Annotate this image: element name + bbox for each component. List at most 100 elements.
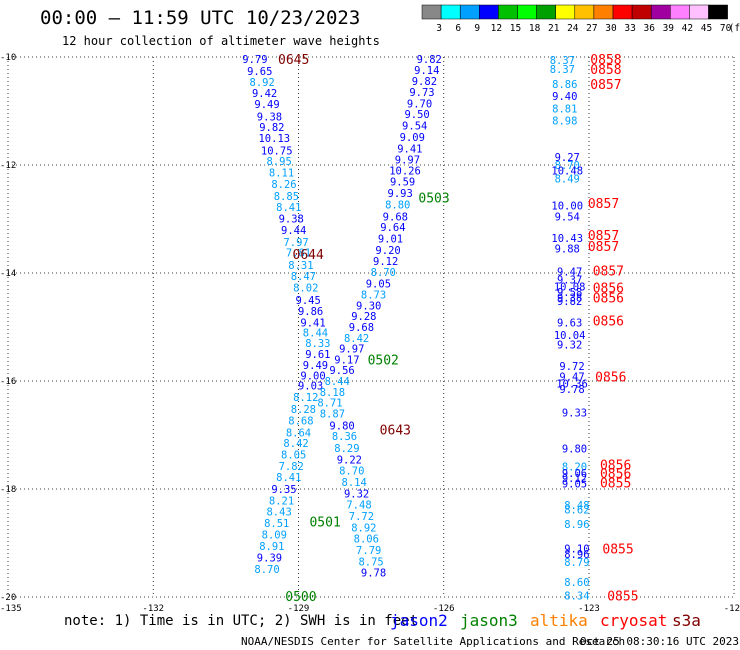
wave-height-value: 9.38 bbox=[257, 111, 282, 123]
wave-height-value: 8.96 bbox=[564, 519, 589, 531]
pass-time-label: 0856 bbox=[600, 467, 631, 482]
wave-height-value: 10.26 bbox=[389, 165, 421, 177]
pass-time-label: 0502 bbox=[368, 353, 399, 368]
wave-height-value: 9.12 bbox=[373, 256, 398, 268]
x-tick-label: -135 bbox=[0, 604, 22, 614]
wave-height-value: 8.73 bbox=[361, 290, 386, 302]
wave-height-value: 8.70 bbox=[371, 267, 396, 279]
satellite-jason2: jason2 bbox=[390, 611, 448, 630]
wave-height-value: 8.47 bbox=[291, 271, 316, 283]
wave-height-value: 9.82 bbox=[412, 76, 437, 88]
y-tick-label: -16 bbox=[0, 377, 16, 387]
pass-time-label: 0858 bbox=[590, 53, 621, 68]
satellite-altika: altika bbox=[530, 611, 588, 630]
wave-height-value: 9.59 bbox=[390, 177, 415, 189]
footer-credit: NOAA/NESDIS Center for Satellite Applica… bbox=[241, 635, 625, 648]
wave-height-value: 8.02 bbox=[293, 283, 318, 295]
wave-height-value: 9.03 bbox=[298, 380, 323, 392]
wave-height-value: 9.32 bbox=[557, 339, 582, 351]
wave-height-value: 7.79 bbox=[356, 545, 381, 557]
legend-swatch bbox=[498, 4, 518, 20]
wave-height-value: 8.91 bbox=[259, 541, 284, 553]
satellite-s3a: s3a bbox=[672, 611, 701, 630]
wave-height-value: 10.08 bbox=[554, 282, 586, 294]
y-tick-label: -12 bbox=[0, 161, 16, 171]
wave-height-value: 9.86 bbox=[298, 306, 323, 318]
legend-swatch bbox=[479, 4, 499, 20]
legend-tick-label: 3 bbox=[436, 23, 442, 34]
wave-height-value: 8.42 bbox=[283, 438, 308, 450]
legend-swatch bbox=[689, 4, 709, 20]
wave-height-value: 8.64 bbox=[286, 427, 311, 439]
grid-lines bbox=[7, 56, 735, 598]
wave-height-value: 8.36 bbox=[332, 431, 357, 443]
wave-height-value: 9.68 bbox=[383, 211, 408, 223]
wave-height-value: 8.05 bbox=[281, 449, 306, 461]
pass-time-label: 0856 bbox=[593, 315, 624, 330]
legend-swatch bbox=[421, 4, 442, 20]
wave-height-value: 9.65 bbox=[247, 66, 272, 78]
wave-height-value: 9.78 bbox=[361, 568, 386, 580]
wave-height-value: 9.41 bbox=[397, 143, 422, 155]
pass-time-label: 0856 bbox=[593, 291, 624, 306]
wave-height-value: 8.11 bbox=[269, 168, 294, 180]
wave-height-value: 8.70 bbox=[254, 564, 279, 576]
satellite-jason3: jason3 bbox=[460, 611, 518, 630]
wave-height-value: 8.92 bbox=[250, 77, 275, 89]
wave-height-value: 10.48 bbox=[551, 165, 583, 177]
wave-height-value: 9.41 bbox=[300, 318, 325, 330]
footer-timestamp: Oct 25 08:30:16 UTC 2023 bbox=[580, 635, 739, 648]
wave-height-value: 9.05 bbox=[562, 479, 587, 491]
wave-height-value: 8.87 bbox=[320, 408, 345, 420]
legend-swatch bbox=[593, 4, 614, 20]
legend-tick-label: 12 bbox=[491, 23, 502, 34]
wave-height-value: 8.43 bbox=[266, 507, 291, 519]
pass-time-label: 0857 bbox=[588, 240, 619, 255]
wave-height-value: 10.00 bbox=[551, 201, 583, 213]
y-tick-label: -20 bbox=[0, 593, 16, 603]
wave-height-value: 9.58 bbox=[557, 287, 582, 299]
wave-height-value: 8.18 bbox=[320, 387, 345, 399]
wave-height-value: 8.98 bbox=[552, 116, 577, 128]
wave-height-value: 8.68 bbox=[288, 415, 313, 427]
wave-height-value: 8.34 bbox=[564, 590, 589, 602]
wave-height-value: 9.45 bbox=[296, 295, 321, 307]
wave-height-value: 9.97 bbox=[395, 155, 420, 167]
wave-height-value: 10.43 bbox=[551, 233, 583, 245]
legend-tick-label: 6 bbox=[455, 23, 461, 34]
legend-tick-label: 36 bbox=[643, 23, 655, 34]
pass-time-label: 0857 bbox=[588, 197, 619, 212]
wave-height-value: 8.75 bbox=[358, 556, 383, 568]
footer-note: note: 1) Time is in UTC; 2) SWH is in fe… bbox=[64, 613, 418, 629]
wave-height-value: 9.64 bbox=[380, 222, 405, 234]
y-axis: -10 -12 -14 -16 -18 -20 bbox=[0, 53, 16, 603]
legend-swatch bbox=[612, 4, 633, 20]
wave-height-value: 9.06 bbox=[562, 468, 587, 480]
wave-height-value: 8.70 bbox=[555, 160, 580, 172]
wave-height-value: 8.28 bbox=[291, 404, 316, 416]
pass-time-label: 0856 bbox=[600, 459, 631, 474]
legend-tick-label: 21 bbox=[548, 23, 560, 34]
wave-height-value: 9.80 bbox=[329, 420, 354, 432]
wave-height-value: 9.35 bbox=[271, 484, 296, 496]
wave-height-value: 9.30 bbox=[356, 300, 381, 312]
wave-height-value: 8.26 bbox=[271, 179, 296, 191]
legend-tick-label: 15 bbox=[510, 23, 521, 34]
wave-height-value: 7.81 bbox=[286, 247, 311, 259]
wave-height-value: 9.39 bbox=[257, 553, 282, 565]
wave-height-value: 9.33 bbox=[562, 407, 587, 419]
legend-swatch bbox=[536, 4, 556, 20]
wave-height-value: 8.92 bbox=[351, 522, 376, 534]
wave-height-value: 8.51 bbox=[264, 518, 289, 530]
wave-height-value: 7.82 bbox=[279, 461, 304, 473]
x-tick-label: -126 bbox=[433, 604, 455, 614]
legend-swatch bbox=[440, 4, 461, 20]
wave-height-value: 9.72 bbox=[559, 361, 584, 373]
x-tick-label: -123 bbox=[578, 604, 600, 614]
legend-tick-label: 39 bbox=[663, 23, 675, 34]
chart-subtitle: 12 hour collection of altimeter wave hei… bbox=[62, 34, 380, 48]
wave-height-value: 8.81 bbox=[552, 103, 577, 115]
pass-time-label: 0855 bbox=[602, 542, 633, 557]
wave-height-value: 9.38 bbox=[279, 213, 304, 225]
